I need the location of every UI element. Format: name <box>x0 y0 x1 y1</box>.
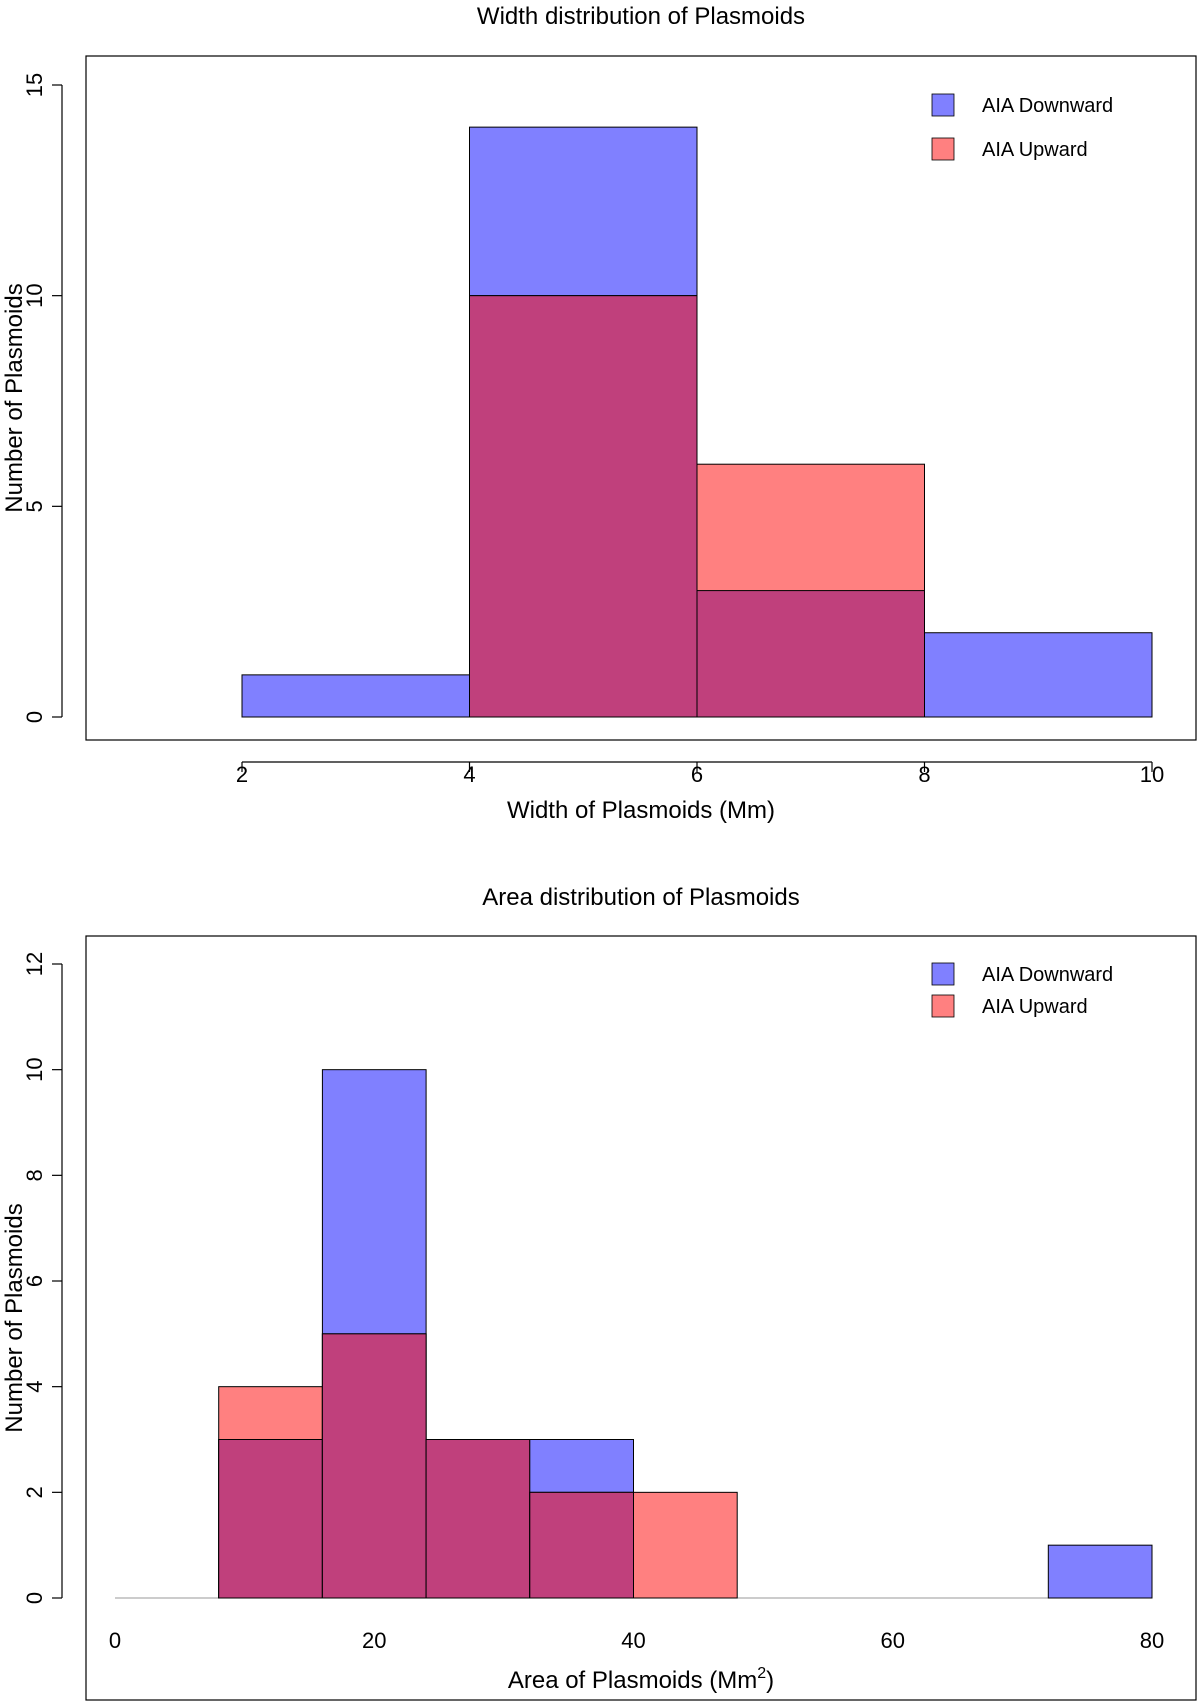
legend-label: AIA Upward <box>982 996 1088 1018</box>
bar-downward <box>924 632 1153 718</box>
x-axis-label: Area of Plasmoids (Mm2) <box>508 1665 774 1694</box>
legend-label: AIA Downward <box>982 95 1113 117</box>
bar-downward <box>241 674 470 718</box>
legend-swatch <box>931 137 955 161</box>
x-tick-label: 2 <box>236 762 248 787</box>
chart-title: Area distribution of Plasmoids <box>482 884 799 911</box>
y-tick-label: 10 <box>22 1057 47 1081</box>
x-tick-label: 60 <box>881 1628 905 1653</box>
y-tick-label: 6 <box>22 1275 47 1287</box>
y-tick-label: 5 <box>22 500 47 512</box>
bar-overlap <box>529 1491 634 1599</box>
plot-frame <box>85 935 1197 1701</box>
x-tick-label: 8 <box>918 762 930 787</box>
legend-label: AIA Downward <box>982 964 1113 986</box>
y-tick-label: 2 <box>22 1486 47 1498</box>
bar-overlap <box>321 1333 427 1599</box>
chart-title: Width distribution of Plasmoids <box>477 3 805 30</box>
legend-swatch <box>931 93 955 117</box>
y-tick-label: 0 <box>22 1592 47 1604</box>
chart-1: Width distribution of Plasmoids 2 4 6 8 10 Wid… <box>1 3 1197 824</box>
x-tick-label: 80 <box>1140 1628 1164 1653</box>
legend-label: AIA Upward <box>982 139 1088 161</box>
x-tick-label: 40 <box>621 1628 645 1653</box>
bar-overlap <box>469 295 698 718</box>
x-tick-label: 6 <box>691 762 703 787</box>
x-tick-label: 4 <box>463 762 475 787</box>
x-tick-label: 20 <box>362 1628 386 1653</box>
y-tick-label: 12 <box>22 952 47 976</box>
x-axis-label: Width of Plasmoids (Mm) <box>507 797 775 824</box>
x-tick-label: 10 <box>1140 762 1164 787</box>
legend-swatch <box>931 962 955 986</box>
bar-overlap <box>696 590 925 718</box>
bar-downward <box>1047 1544 1153 1599</box>
y-tick-label: 4 <box>22 1381 47 1393</box>
bar-upward <box>633 1491 738 1599</box>
x-tick-label: 0 <box>109 1628 121 1653</box>
legend-swatch <box>931 994 955 1018</box>
bar-overlap <box>425 1439 531 1599</box>
y-tick-label: 8 <box>22 1169 47 1181</box>
plot-frame <box>85 55 1197 741</box>
bar-overlap <box>218 1439 323 1599</box>
y-axis-label: Number of Plasmoids <box>1 1203 28 1432</box>
y-tick-label: 15 <box>22 73 47 97</box>
y-tick-label: 0 <box>22 711 47 723</box>
y-axis-label: Number of Plasmoids <box>1 283 28 512</box>
y-tick-label: 10 <box>22 283 47 307</box>
